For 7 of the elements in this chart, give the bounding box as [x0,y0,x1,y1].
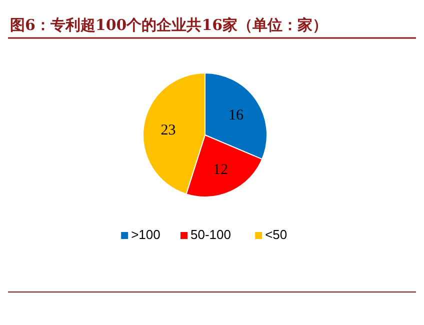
data-label: 12 [213,162,228,178]
legend-label: >100 [131,227,160,242]
legend-label: 50-100 [190,227,231,242]
data-label: 16 [228,107,244,124]
chart-title: 图6：专利超100个的企业共16家（单位：家） [10,16,328,34]
legend-label: <50 [265,227,288,242]
data-label: 23 [160,122,176,138]
